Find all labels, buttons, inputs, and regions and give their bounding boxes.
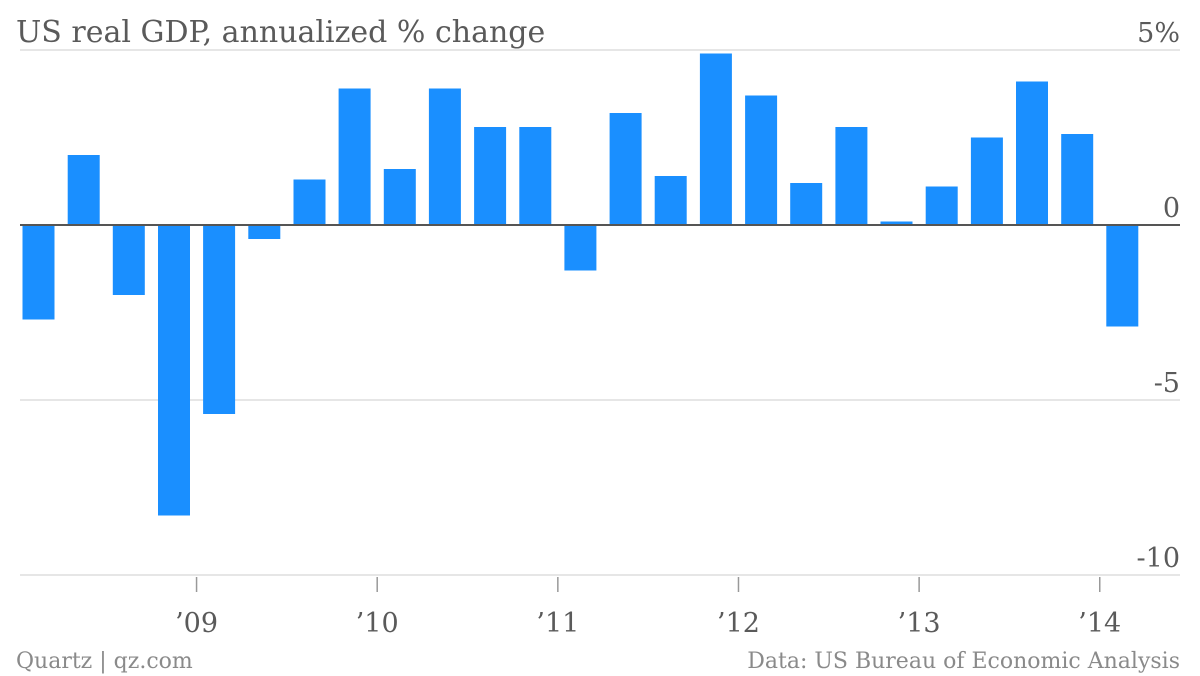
bar	[248, 225, 281, 239]
bar	[970, 137, 1003, 225]
bar	[1016, 81, 1048, 225]
bars	[22, 53, 1139, 516]
y-tick-label: 0	[1163, 193, 1180, 224]
x-tick-label: ’12	[717, 608, 760, 639]
bar	[790, 183, 823, 225]
bar	[383, 169, 416, 225]
x-tick-label: ’14	[1078, 608, 1121, 639]
source-credit: Quartz | qz.com	[16, 649, 193, 674]
bar	[112, 225, 145, 295]
bar	[654, 176, 687, 225]
bar	[609, 113, 642, 225]
bar	[880, 221, 913, 225]
x-tick-label: ’09	[175, 608, 218, 639]
x-tick-label: ’13	[898, 608, 941, 639]
bar	[67, 155, 100, 225]
chart-title: US real GDP, annualized % change	[16, 15, 545, 50]
y-tick-label: -10	[1137, 543, 1180, 574]
bar	[699, 53, 732, 225]
bar	[474, 127, 507, 225]
bar	[338, 88, 371, 225]
y-axis-ticks: 5% 0 -5 -10	[1137, 18, 1180, 574]
x-axis-ticks: ’09 ’10 ’11 ’12 ’13 ’14	[175, 577, 1121, 639]
bar	[564, 225, 597, 271]
bar	[1106, 225, 1139, 327]
bar	[158, 225, 190, 516]
y-tick-label: -5	[1154, 368, 1180, 399]
bar	[1061, 134, 1094, 225]
bar	[22, 225, 55, 320]
bar	[428, 88, 461, 225]
bar	[203, 225, 236, 414]
bar	[519, 127, 552, 225]
x-tick-label: ’11	[536, 608, 579, 639]
bar	[293, 179, 326, 225]
bar	[835, 127, 868, 225]
gridlines	[20, 49, 1180, 576]
bar	[745, 95, 778, 225]
data-source: Data: US Bureau of Economic Analysis	[747, 649, 1180, 674]
x-tick-label: ’10	[356, 608, 399, 639]
bar	[925, 186, 958, 225]
y-tick-label: 5%	[1137, 18, 1180, 49]
